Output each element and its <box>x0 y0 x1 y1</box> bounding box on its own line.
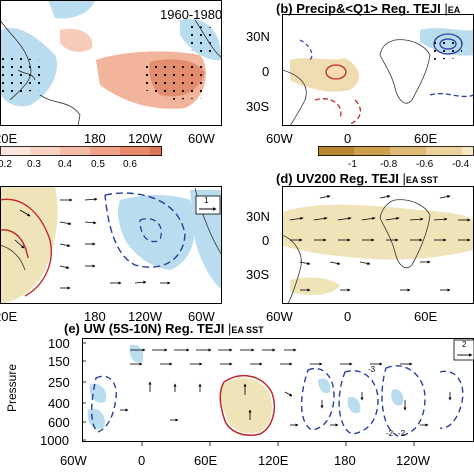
panel-b-colorbar-tick: -0.6 <box>416 159 434 170</box>
panel-d-vectors <box>289 194 471 292</box>
panel-d-title-text: UV200 Reg. TEJI <box>296 171 399 186</box>
panel-d-map <box>282 186 474 304</box>
panel-a-lon-tick: 180 <box>84 131 106 146</box>
panel-e-xticks <box>141 442 415 446</box>
panel-d-title-sub: EA SST <box>405 175 439 185</box>
panel-a-colorbar-tick: 0.6 <box>123 159 137 170</box>
panel-e-pressure-tick: 100 <box>48 336 70 351</box>
panel-e-lon-tick: 120E <box>258 453 289 468</box>
panel-c-reference-label: 1 <box>204 196 209 205</box>
panel-a-lon-tick: 120W <box>128 131 162 146</box>
panel-e-reference-label: 2 <box>462 340 467 349</box>
panel-d-lon-tick: 60W <box>266 309 293 324</box>
panel-b-lat-tick: 30S <box>246 99 270 114</box>
panel-e-contour-label: -2 <box>398 429 406 438</box>
panel-e-yticks <box>82 342 86 441</box>
panel-b-lon-tick: 60E <box>414 131 438 146</box>
panel-b-colorbar-tick: -1 <box>348 159 357 170</box>
panel-b-lat-tick: 0 <box>262 64 270 79</box>
panel-a-colorbar-tick: 0.2 <box>0 159 12 170</box>
panel-a-lon-tick: 20E <box>0 131 18 146</box>
panel-b-lon-tick: 60W <box>266 131 293 146</box>
panel-b-title-text: Precip&<Q1> Reg. TEJI <box>296 1 441 16</box>
panel-a-colorbar-tick: 0.3 <box>27 159 41 170</box>
panel-b-colorbar-tick: -0.8 <box>380 159 398 170</box>
panel-a-period-label: 1960-1980 <box>160 7 223 22</box>
panel-e-lon-tick: 60W <box>60 453 87 468</box>
panel-e-contour-label: -3 <box>368 365 376 374</box>
panel-c-lon-tick: 60W <box>188 309 215 324</box>
panel-c-vectors <box>14 197 171 290</box>
panel-e-pressure-tick: 150 <box>48 354 70 369</box>
panel-b-colorbar-tick: -0.4 <box>452 159 470 170</box>
panel-a-colorbar <box>0 146 162 156</box>
panel-c-map <box>0 186 222 304</box>
panel-b-lat-tick: 30N <box>246 29 270 44</box>
panel-d-lat-tick: 30N <box>246 209 270 224</box>
panel-b-colorbar <box>318 146 474 156</box>
panel-d-lon-tick: 60E <box>414 309 438 324</box>
panel-e-section <box>82 338 474 442</box>
panel-a-colorbar-tick: 0.5 <box>91 159 105 170</box>
panel-d-letter: (d) <box>276 171 293 186</box>
panel-b-letter: (b) <box>276 1 293 16</box>
panel-e-lon-tick: 0 <box>138 453 146 468</box>
panel-e-pressure-tick: 600 <box>48 415 70 430</box>
panel-c-lon-tick: 180 <box>84 309 106 324</box>
panel-e-pressure-tick: 400 <box>48 396 70 411</box>
panel-e-ylabel: Pressure <box>5 363 19 412</box>
panel-e-title-sub: EA SST <box>231 325 264 335</box>
panel-c-lon-tick: 20E <box>0 309 18 324</box>
panel-a-map <box>0 0 222 126</box>
panel-d-lon-tick: 0 <box>344 309 352 324</box>
panel-d-lat-tick: 30S <box>246 267 270 282</box>
panel-b-map <box>282 14 474 126</box>
panel-e-title-text: UW (5S-10N) Reg. TEJI <box>83 321 225 336</box>
panel-e-lon-tick: 120W <box>396 453 430 468</box>
panel-e-letter: (e) <box>64 321 80 336</box>
panel-b-lon-tick: 0 <box>344 131 352 146</box>
panel-e-lon-tick: 60E <box>194 453 218 468</box>
panel-e-pressure-tick: 1000 <box>40 433 69 448</box>
panel-a-colorbar-tick: 0.4 <box>58 159 72 170</box>
panel-c-lon-tick: 120W <box>128 309 162 324</box>
panel-e-title: (e) UW (5S-10N) Reg. TEJI |EA SST <box>64 321 264 336</box>
panel-e-lon-tick: 180 <box>334 453 356 468</box>
panel-e-reference-vector <box>453 339 474 361</box>
panel-e-contour-label: -2 <box>386 429 394 438</box>
panel-a-lon-tick: 60W <box>188 131 215 146</box>
panel-d-title: (d) UV200 Reg. TEJI |EA SST <box>276 171 439 186</box>
panel-b-title: (b) Precip&<Q1> Reg. TEJI |EA <box>276 1 461 16</box>
panel-d-lat-tick: 0 <box>262 233 270 248</box>
panel-b-title-sub: EA <box>447 5 461 15</box>
panel-c-reference-vector <box>195 195 221 215</box>
panel-e-pressure-tick: 250 <box>48 375 70 390</box>
panel-e-vectors <box>120 348 452 427</box>
